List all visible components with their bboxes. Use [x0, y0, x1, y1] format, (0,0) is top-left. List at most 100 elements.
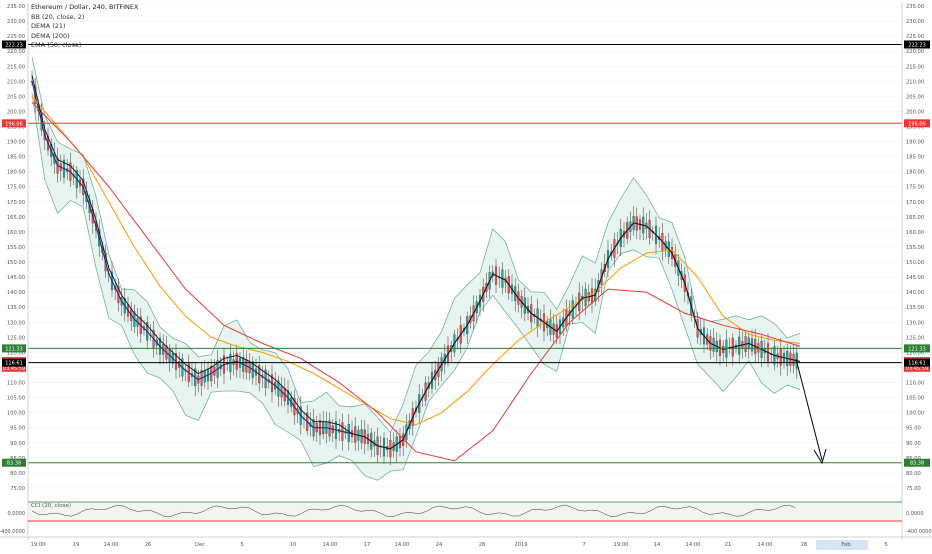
x-tick-label: 14:00 [104, 542, 119, 548]
y-tick-label-right: 75.00 [906, 486, 921, 492]
x-tick-label: 14:00 [323, 542, 338, 548]
y-tick-label-right: 190.00 [906, 140, 924, 146]
x-tick-label: 26 [145, 542, 152, 548]
price-label-box [904, 358, 930, 367]
x-tick-label: Feb [841, 542, 851, 548]
price-label: 03:45:59 [906, 366, 928, 372]
y-tick-label-left: 155.00 [7, 245, 25, 251]
x-tick-label: 5 [884, 542, 887, 548]
y-tick-label-left: 225.00 [7, 34, 25, 40]
y-tick-label-left: 190.00 [7, 140, 25, 146]
price-label-box [2, 358, 26, 367]
y-tick-label-left: 205.00 [7, 94, 25, 100]
y-tick-label-left: 165.00 [7, 215, 25, 221]
x-tick-label: Dec [195, 542, 205, 548]
y-tick-label-right: 235.00 [906, 4, 924, 10]
y-tick-label-right: 155.00 [906, 245, 924, 251]
y-tick-label-left: 80.00 [10, 471, 25, 477]
series-line [31, 96, 801, 426]
y-tick-label-right: 150.00 [906, 260, 924, 266]
y-tick-label-right: 220.00 [906, 49, 924, 55]
y-tick-label-right: 125.00 [906, 335, 924, 341]
y-tick-label-left: 235.00 [7, 4, 25, 10]
indicator-bb[interactable]: BB (20, close, 2) [31, 12, 85, 21]
y-tick-label-right: 95.00 [906, 426, 921, 432]
time-axis-highlight [816, 540, 868, 550]
series-line-black [31, 75, 801, 450]
cci-tick-left: -400.0000 [0, 529, 25, 535]
price-label: 116.61 [908, 361, 926, 367]
x-tick-label: 14 [654, 542, 661, 548]
y-tick-label-right: 225.00 [906, 34, 924, 40]
y-tick-label-left: 140.00 [7, 290, 25, 296]
y-tick-label-right: 215.00 [906, 64, 924, 70]
y-tick-label-left: 100.00 [7, 411, 25, 417]
y-tick-label-left: 110.00 [7, 381, 25, 387]
price-label: 222.23 [5, 42, 23, 48]
indicator-ema-50[interactable]: EMA (50, close) [31, 41, 82, 50]
y-tick-label-right: 105.00 [906, 396, 924, 402]
x-tick-label: 2019 [514, 542, 527, 548]
price-label: 121.33 [908, 346, 926, 352]
y-tick-label-right: 230.00 [906, 19, 924, 25]
bollinger-lower [31, 93, 801, 481]
price-label: 121.33 [5, 346, 23, 352]
y-tick-label-left: 210.00 [7, 79, 25, 85]
x-tick-label: 21 [725, 542, 732, 548]
y-tick-label-right: 80.00 [906, 471, 921, 477]
y-tick-label-right: 160.00 [906, 230, 924, 236]
price-label-box [2, 344, 26, 353]
price-label-box [904, 458, 930, 467]
y-tick-label-left: 145.00 [7, 275, 25, 281]
x-tick-label: 19:00 [31, 542, 46, 548]
y-tick-label-left: 160.00 [7, 230, 25, 236]
cci-tick-right: -400.0000 [906, 529, 932, 535]
y-tick-label-left: 120.00 [7, 350, 25, 356]
y-tick-label-left: 195.00 [7, 125, 25, 131]
y-tick-label-left: 230.00 [7, 19, 25, 25]
y-tick-label-right: 100.00 [906, 411, 924, 417]
y-tick-label-right: 195.00 [906, 125, 924, 131]
price-label-box [2, 458, 26, 467]
x-tick-label: 28 [479, 542, 486, 548]
y-tick-label-left: 170.00 [7, 200, 25, 206]
x-tick-label: 24 [436, 542, 443, 548]
price-label: 196.06 [5, 121, 23, 127]
y-tick-label-right: 120.00 [906, 350, 924, 356]
y-tick-label-left: 95.00 [10, 426, 25, 432]
x-tick-label: 14:00 [395, 542, 410, 548]
series-line [31, 102, 801, 462]
y-tick-label-left: 215.00 [7, 64, 25, 70]
indicator-dema-200[interactable]: DEMA (200) [31, 31, 70, 40]
y-tick-label-left: 180.00 [7, 170, 25, 176]
cci-title: CCI (20, close) [31, 503, 71, 509]
symbol-title[interactable]: Ethereum / Dollar, 240, BITFINEX [31, 3, 139, 11]
indicator-dema-21[interactable]: DEMA (21) [31, 22, 66, 31]
cci-line [31, 504, 796, 517]
y-tick-label-right: 140.00 [906, 290, 924, 296]
price-label: 83.38 [7, 461, 21, 467]
price-label-box [904, 344, 930, 353]
y-tick-label-right: 130.00 [906, 320, 924, 326]
y-tick-label-right: 185.00 [906, 155, 924, 161]
x-tick-label: 17 [364, 542, 371, 548]
price-label: 03:45:59 [3, 366, 25, 372]
y-tick-label-left: 185.00 [7, 155, 25, 161]
y-tick-label-left: 135.00 [7, 305, 25, 311]
y-tick-label-right: 200.00 [906, 109, 924, 115]
y-tick-label-left: 200.00 [7, 109, 25, 115]
x-tick-label: 14:00 [686, 542, 701, 548]
y-tick-label-left: 90.00 [10, 441, 25, 447]
y-tick-label-right: 175.00 [906, 185, 924, 191]
y-tick-label-right: 210.00 [906, 79, 924, 85]
y-tick-label-left: 105.00 [7, 396, 25, 402]
x-tick-label: 19 [73, 542, 80, 548]
price-label-box [2, 363, 26, 372]
x-tick-label: 7 [582, 542, 585, 548]
y-tick-label-left: 220.00 [7, 49, 25, 55]
price-label-box [2, 119, 26, 128]
projection-arrow [795, 358, 827, 465]
y-tick-label-right: 145.00 [906, 275, 924, 281]
